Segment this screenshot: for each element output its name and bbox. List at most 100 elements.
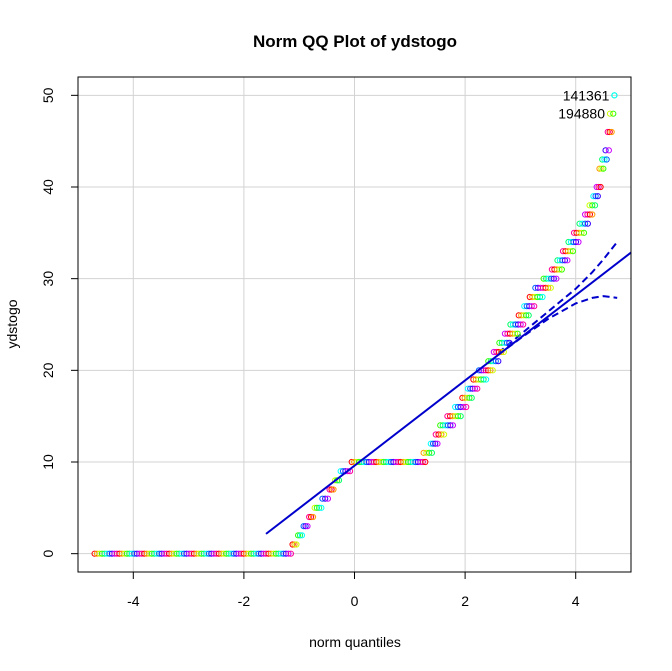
qq-point — [316, 504, 323, 511]
y-tick-label: 20 — [40, 362, 56, 378]
qq-point — [597, 183, 604, 191]
qq-point — [572, 238, 580, 246]
qq-point — [595, 183, 602, 191]
qq-point — [523, 312, 530, 319]
chart-title: Norm QQ Plot of ydstogo — [253, 32, 457, 51]
qq-point — [474, 385, 481, 392]
qq-point — [454, 413, 462, 420]
x-tick-label: -2 — [238, 593, 251, 609]
y-tick-label: 0 — [40, 550, 56, 558]
qq-point — [569, 248, 577, 255]
qq-point — [468, 394, 475, 401]
qq-point — [600, 165, 607, 172]
qq-reference-line — [265, 251, 632, 535]
point-label: 141361 — [563, 87, 610, 103]
qq-point — [592, 193, 599, 200]
qq-point — [307, 513, 315, 521]
qq-point — [610, 110, 617, 117]
qq-point — [605, 147, 612, 154]
qq-point — [514, 330, 521, 337]
qq-point — [561, 257, 569, 264]
qq-point — [503, 339, 510, 346]
qq-point — [322, 495, 329, 502]
qq-point — [487, 367, 494, 374]
qq-point — [598, 165, 605, 172]
qq-point — [427, 440, 434, 447]
qq-point — [457, 413, 464, 420]
qq-point — [447, 422, 454, 429]
qq-point — [296, 532, 304, 539]
qq-point — [489, 367, 496, 374]
qq-point — [293, 541, 300, 548]
qq-point — [483, 376, 490, 383]
qq-point — [539, 293, 546, 301]
qq-point — [591, 202, 599, 209]
x-tick-label: 2 — [461, 593, 469, 609]
y-tick-label: 10 — [40, 454, 56, 470]
qq-point — [432, 440, 439, 447]
qq-point — [545, 284, 552, 291]
qq-point — [440, 431, 448, 438]
qq-point — [285, 550, 292, 557]
qq-point — [311, 504, 318, 511]
qq-point — [582, 220, 589, 227]
qq-point — [599, 156, 606, 163]
qq-point — [498, 348, 505, 356]
qq-point — [344, 468, 351, 475]
qq-point — [485, 367, 492, 374]
qq-point — [324, 495, 332, 502]
qq-point — [586, 211, 593, 218]
qq-point — [422, 458, 429, 466]
qq-point — [611, 92, 618, 99]
qq-point — [547, 284, 554, 291]
qq-point — [482, 367, 489, 374]
qq-point — [328, 486, 335, 493]
qq-point — [531, 303, 538, 310]
qq-point — [528, 303, 535, 310]
qq-point — [291, 541, 298, 548]
qq-point — [313, 504, 320, 511]
qq-point — [589, 211, 596, 218]
qq-point — [556, 266, 563, 273]
qq-point — [294, 532, 302, 539]
y-axis: 0 10 20 30 40 50 — [40, 87, 78, 558]
qq-point — [298, 532, 306, 539]
y-tick-label: 50 — [40, 87, 56, 103]
qq-point — [604, 128, 611, 136]
qq-point — [589, 202, 596, 209]
x-tick-label: 4 — [572, 593, 580, 609]
qq-point — [578, 229, 585, 236]
point-label: 194880 — [558, 106, 605, 122]
qq-point — [428, 449, 436, 456]
qq-point — [511, 330, 519, 337]
x-tick-label: -4 — [127, 593, 140, 609]
qq-point — [475, 367, 483, 374]
data-points — [91, 92, 618, 557]
qq-point — [558, 266, 565, 273]
qq-point — [318, 504, 325, 511]
x-axis-label: norm quantiles — [309, 634, 401, 650]
qq-point — [326, 486, 333, 493]
qq-point — [449, 422, 457, 429]
y-tick-label: 40 — [40, 179, 56, 195]
qq-point — [608, 128, 615, 136]
x-tick-label: 0 — [351, 593, 359, 609]
reference-line — [265, 251, 632, 535]
qq-point — [302, 523, 309, 530]
qq-point — [330, 486, 337, 493]
qq-point — [434, 440, 441, 447]
qq-point — [594, 193, 601, 200]
qq-point — [596, 165, 603, 172]
qq-point — [426, 449, 433, 456]
qq-point — [429, 440, 437, 447]
x-axis: -4 -2 0 2 4 — [127, 572, 580, 609]
grid-lines — [78, 77, 631, 572]
qq-point — [471, 385, 479, 392]
qq-point — [306, 513, 313, 521]
qq-point — [438, 431, 445, 438]
qq-point — [419, 458, 426, 466]
qq-point — [517, 321, 524, 328]
qq-point — [590, 193, 597, 200]
